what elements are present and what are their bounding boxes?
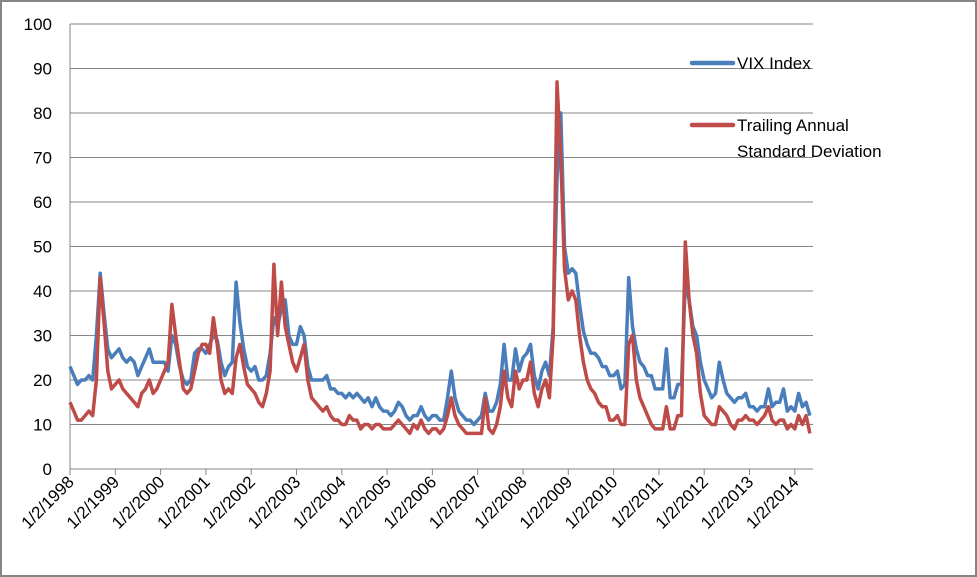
y-tick-label: 40	[33, 282, 52, 301]
y-tick-label: 10	[33, 416, 52, 435]
y-tick-label: 50	[33, 238, 52, 257]
y-tick-label: 80	[33, 104, 52, 123]
legend: VIX Index Trailing Annual Standard Devia…	[689, 54, 882, 161]
y-tick-label: 30	[33, 327, 52, 346]
series-lines	[68, 80, 812, 436]
y-tick-label: 60	[33, 193, 52, 212]
y-tick-label: 100	[24, 15, 52, 34]
legend-label-vix: VIX Index	[737, 54, 811, 73]
y-axis: 0 10 20 30 40 50 60 70 80 90 100	[24, 15, 71, 479]
series-line-vix-index	[68, 111, 812, 427]
y-tick-label: 0	[43, 460, 52, 479]
y-tick-label: 90	[33, 60, 52, 79]
legend-label-std-line1: Trailing Annual	[737, 116, 849, 135]
y-tick-label: 20	[33, 371, 52, 390]
legend-label-std-line2: Standard Deviation	[737, 142, 882, 161]
y-tick-label: 70	[33, 149, 52, 168]
series-line-trailing-std-dev	[68, 80, 812, 436]
